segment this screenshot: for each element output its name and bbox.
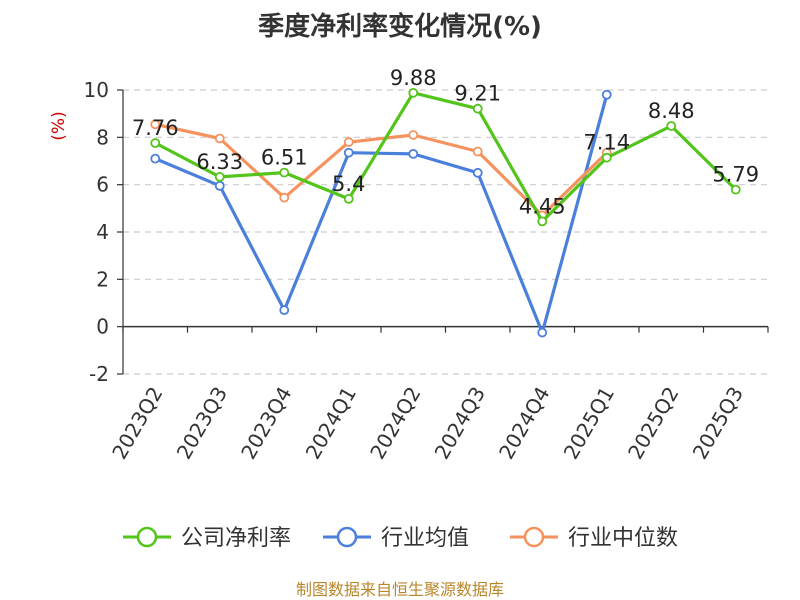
data-labels: 7.76 6.33 6.51 5.4 9.88 9.21 4.45 7.14 8.48 5.79 — [132, 66, 759, 219]
y-tick-labels: -2 0 2 4 6 8 10 — [84, 78, 109, 386]
data-point — [537, 216, 548, 227]
data-point — [472, 146, 483, 157]
y-axis-unit: (%) — [49, 111, 69, 140]
x-tick-label: 2025Q1 — [559, 383, 619, 464]
legend-label: 行业均值 — [381, 526, 469, 551]
x-tick-labels: 2023Q2 2023Q3 2023Q4 2024Q1 2024Q2 2024Q3 2024… — [107, 383, 748, 464]
data-point — [150, 119, 161, 130]
data-label: 5.4 — [332, 172, 365, 196]
y-tick-label: 0 — [96, 315, 109, 339]
data-label: 8.48 — [648, 99, 695, 123]
data-point — [279, 192, 290, 203]
legend-label: 公司净利率 — [181, 526, 291, 551]
y-tick-label: 4 — [96, 220, 109, 244]
data-label: 6.51 — [261, 146, 308, 170]
x-tick-label: 2023Q2 — [107, 383, 167, 464]
data-point — [666, 121, 677, 131]
legend-marker — [523, 526, 545, 548]
x-tick-label: 2025Q3 — [688, 383, 748, 464]
data-point — [343, 147, 354, 158]
data-label: 5.79 — [712, 163, 759, 187]
series-0 — [150, 87, 741, 227]
data-point — [537, 327, 548, 338]
data-label: 9.88 — [390, 66, 437, 90]
x-tick-label: 2023Q4 — [236, 383, 296, 464]
series-lines — [150, 87, 741, 338]
data-point — [343, 137, 354, 147]
data-point — [408, 87, 419, 98]
data-label: 7.76 — [132, 116, 179, 140]
legend-marker — [136, 526, 158, 548]
data-point — [150, 153, 161, 164]
y-tick-label: 10 — [84, 78, 109, 102]
legend-marker — [336, 526, 358, 548]
series-line — [154, 91, 737, 223]
x-tick-label: 2023Q3 — [172, 383, 232, 464]
data-point — [601, 89, 612, 100]
data-label: 4.45 — [519, 194, 566, 218]
data-point — [408, 148, 419, 159]
data-point — [730, 184, 741, 195]
data-label: 6.33 — [196, 150, 243, 174]
y-tick-label: -2 — [89, 362, 109, 386]
series-1 — [150, 89, 612, 338]
y-tick-label: 2 — [96, 267, 109, 291]
x-tick-label: 2024Q2 — [365, 383, 425, 464]
legend-item: 行业均值 — [323, 526, 469, 551]
data-point — [214, 133, 225, 144]
y-tick-label: 8 — [96, 125, 109, 149]
data-point — [472, 103, 483, 114]
legend-item: 行业中位数 — [510, 526, 678, 551]
x-tick-label: 2024Q4 — [494, 383, 554, 464]
data-point — [279, 305, 290, 316]
data-point — [279, 167, 290, 178]
data-point — [472, 167, 483, 178]
grid-lines — [123, 89, 768, 375]
y-tick-label: 6 — [96, 173, 109, 197]
legend-item: 公司净利率 — [123, 526, 291, 551]
series-line — [154, 94, 609, 335]
x-tick-label: 2025Q2 — [623, 383, 683, 464]
data-label: 7.14 — [583, 131, 630, 155]
data-label: 9.21 — [454, 82, 501, 106]
data-point — [150, 138, 161, 148]
chart-title: 季度净利率变化情况(%) — [258, 11, 542, 42]
data-point — [214, 171, 225, 182]
data-point — [408, 130, 419, 140]
legend-label: 行业中位数 — [568, 526, 678, 551]
data-point — [601, 152, 612, 163]
data-point — [343, 193, 354, 204]
legend: 公司净利率 行业均值 行业中位数 — [123, 526, 678, 551]
data-point — [214, 180, 225, 191]
x-tick-label: 2024Q3 — [430, 383, 490, 464]
x-tick-label: 2024Q1 — [301, 383, 361, 464]
axes — [117, 89, 769, 375]
source-note: 制图数据来自恒生聚源数据库 — [296, 580, 504, 599]
